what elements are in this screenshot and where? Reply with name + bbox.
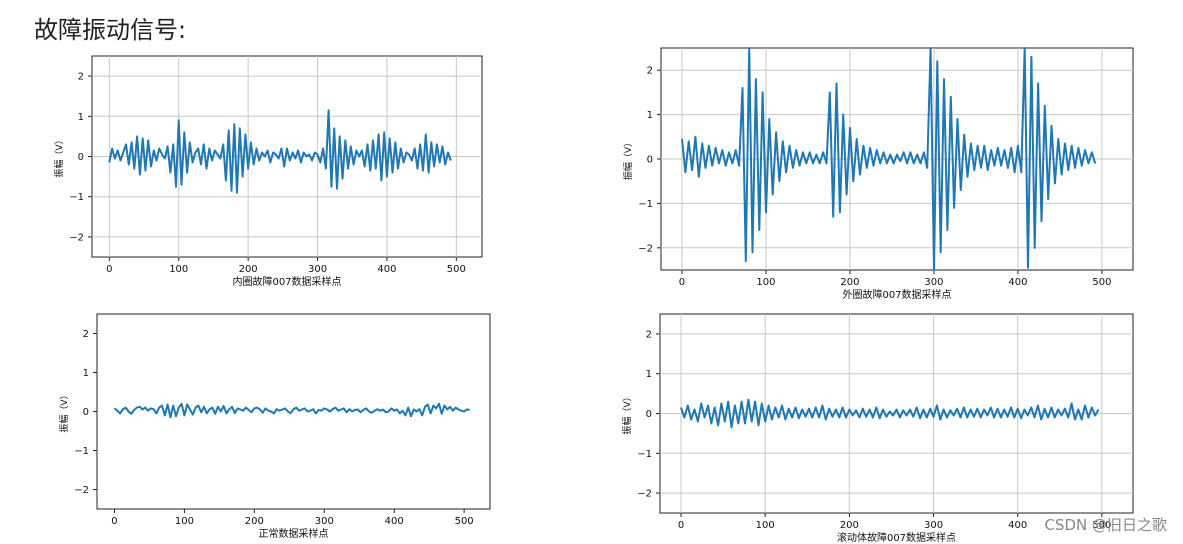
x-tick-label: 200 bbox=[840, 520, 859, 531]
y-tick-label: 0 bbox=[647, 155, 653, 166]
y-tick-label: 0 bbox=[83, 407, 89, 418]
x-tick-label: 200 bbox=[245, 516, 264, 527]
x-axis-label: 滚动体故障007数据采样点 bbox=[837, 531, 956, 544]
x-tick-label: 300 bbox=[308, 264, 327, 275]
series-line bbox=[681, 47, 1097, 271]
y-tick-label: −2 bbox=[637, 489, 652, 500]
page-heading: 故障振动信号: bbox=[34, 16, 187, 44]
x-tick-label: 200 bbox=[840, 277, 859, 288]
series-line bbox=[113, 402, 470, 419]
y-tick-label: 2 bbox=[646, 329, 652, 340]
inner-race-fault-chart: 0 100 200 300 400 500 2 1 0 −1 −2 内圈故障007数据采样点 振幅（V） bbox=[53, 55, 483, 288]
x-tick-label: 100 bbox=[169, 264, 188, 275]
x-tick-label: 200 bbox=[239, 264, 258, 275]
y-tick-label: 1 bbox=[83, 368, 89, 379]
y-tick-label: 1 bbox=[647, 110, 653, 121]
x-tick-label: 400 bbox=[1008, 520, 1027, 531]
x-tick-label: 100 bbox=[175, 516, 194, 527]
normal-data-chart: 0 100 200 300 400 500 2 1 0 −1 −2 正常数据采样点 振幅（V） bbox=[58, 313, 491, 540]
y-axis-label: 振幅（V） bbox=[53, 135, 65, 177]
x-axis-label: 正常数据采样点 bbox=[259, 527, 329, 540]
y-tick-label: 0 bbox=[78, 152, 84, 163]
y-tick-label: −2 bbox=[74, 485, 89, 496]
x-tick-label: 100 bbox=[756, 277, 775, 288]
x-tick-label: 0 bbox=[111, 516, 117, 527]
x-tick-label: 500 bbox=[1092, 520, 1111, 531]
y-tick-label: 2 bbox=[83, 329, 89, 340]
series-line bbox=[680, 398, 1100, 429]
y-tick-label: −2 bbox=[69, 232, 84, 243]
x-tick-label: 500 bbox=[1092, 277, 1111, 288]
x-tick-label: 400 bbox=[385, 516, 404, 527]
y-tick-label: −2 bbox=[638, 243, 653, 254]
y-tick-label: 2 bbox=[647, 66, 653, 77]
x-tick-label: 400 bbox=[377, 264, 396, 275]
y-tick-label: −1 bbox=[69, 192, 84, 203]
y-tick-label: −1 bbox=[74, 446, 89, 457]
x-tick-label: 0 bbox=[678, 520, 684, 531]
y-axis-label: 振幅（V） bbox=[622, 138, 634, 180]
y-tick-label: 1 bbox=[78, 112, 84, 123]
series-line bbox=[108, 109, 452, 194]
x-tick-label: 300 bbox=[315, 516, 334, 527]
y-axis-label: 振幅（V） bbox=[58, 390, 70, 432]
x-tick-label: 300 bbox=[924, 277, 943, 288]
x-tick-label: 400 bbox=[1008, 277, 1027, 288]
y-axis-label: 振幅（V） bbox=[621, 392, 633, 434]
watermark: CSDN @旧日之歌 bbox=[1044, 516, 1167, 534]
x-tick-label: 0 bbox=[679, 277, 685, 288]
outer-race-fault-chart: 0 100 200 300 400 500 2 1 0 −1 −2 外圈故障007数据采样点 振幅（V） bbox=[622, 47, 1134, 300]
x-tick-label: 0 bbox=[106, 264, 112, 275]
y-tick-label: −1 bbox=[637, 449, 652, 460]
x-tick-label: 100 bbox=[756, 520, 775, 531]
y-tick-label: 1 bbox=[646, 369, 652, 380]
x-tick-label: 300 bbox=[924, 520, 943, 531]
x-tick-label: 500 bbox=[447, 264, 466, 275]
ball-fault-chart: 0 100 200 300 400 500 2 1 0 −1 −2 滚动体故障007数据采样点 振幅（V… bbox=[621, 313, 1134, 544]
x-axis-label: 内圈故障007数据采样点 bbox=[232, 275, 341, 288]
x-tick-label: 500 bbox=[455, 516, 474, 527]
x-axis-label: 外圈故障007数据采样点 bbox=[842, 288, 951, 300]
y-tick-label: 0 bbox=[646, 409, 652, 420]
y-tick-label: 2 bbox=[78, 72, 84, 83]
y-tick-label: −1 bbox=[638, 199, 653, 210]
